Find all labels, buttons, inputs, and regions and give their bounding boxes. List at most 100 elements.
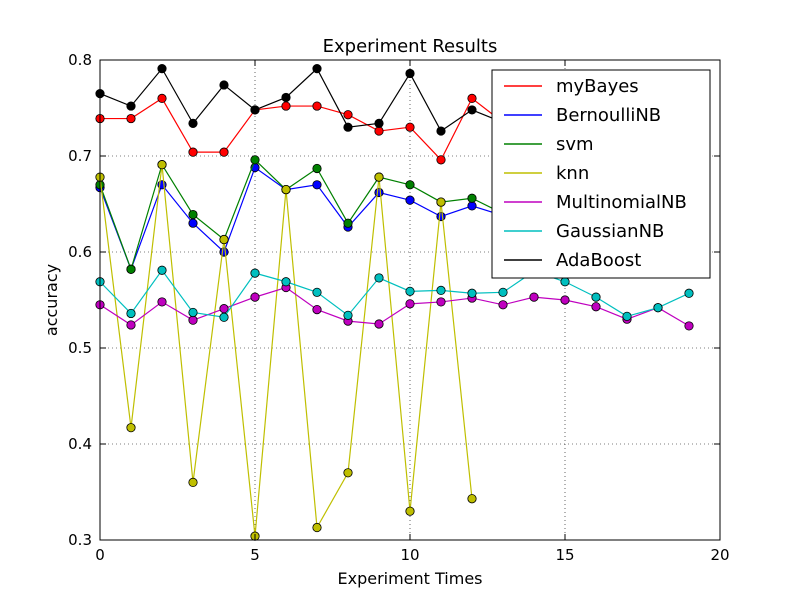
legend-box [491, 69, 711, 279]
data-point-multinomialnb [405, 299, 415, 309]
data-point-gaussiannb [219, 312, 229, 322]
legend-label: GaussianNB [556, 221, 664, 242]
data-point-adaboost [219, 80, 229, 90]
data-point-gaussiannb [126, 308, 136, 319]
data-point-knn [405, 506, 415, 516]
x-tick-label: 5 [250, 546, 260, 564]
data-point-gaussiannb [591, 292, 601, 302]
y-tick-label: 0.4 [68, 435, 92, 453]
data-point-mybayes [126, 113, 136, 124]
data-point-mybayes [405, 122, 415, 132]
series-multinomialnb [95, 282, 694, 331]
data-point-gaussiannb [250, 268, 260, 278]
data-point-bernoullinb [374, 187, 384, 198]
data-point-svm [467, 193, 477, 203]
series-knn [95, 160, 477, 541]
data-point-gaussiannb [281, 277, 291, 287]
data-point-multinomialnb [498, 300, 508, 310]
legend-label: BernoulliNB [556, 105, 661, 126]
series-line-bernoullinb [99, 166, 504, 271]
series-line-svm [99, 158, 504, 272]
series-line-mybayes [100, 97, 504, 161]
data-point-gaussiannb [684, 288, 694, 298]
data-point-knn [219, 234, 229, 245]
data-point-gaussiannb [560, 277, 570, 287]
data-point-knn [188, 477, 198, 487]
x-axis-label: Experiment Times [337, 569, 482, 588]
data-point-knn [436, 197, 446, 207]
y-tick-label: 0.3 [68, 531, 92, 549]
legend-label: myBayes [556, 76, 639, 97]
data-point-adaboost [281, 92, 291, 103]
x-tick-label: 20 [710, 546, 729, 564]
data-point-adaboost [126, 101, 136, 111]
data-point-multinomialnb [219, 304, 229, 314]
data-point-knn [157, 160, 167, 170]
data-point-mybayes [312, 101, 322, 111]
data-point-gaussiannb [467, 288, 477, 298]
y-axis-label: accuracy [42, 264, 61, 336]
data-point-gaussiannb [653, 303, 663, 313]
data-point-adaboost [374, 118, 384, 128]
data-point-adaboost [467, 105, 477, 115]
data-point-mybayes [467, 93, 477, 104]
data-point-knn [281, 185, 291, 195]
data-point-knn [343, 468, 353, 478]
data-point-multinomialnb [591, 302, 601, 312]
data-point-gaussiannb [374, 273, 384, 283]
data-point-multinomialnb [126, 320, 136, 330]
data-point-adaboost [312, 64, 322, 74]
data-point-gaussiannb [312, 287, 322, 297]
data-point-mybayes [157, 93, 167, 104]
data-point-adaboost [343, 122, 353, 132]
x-tick-label: 10 [400, 546, 419, 564]
data-point-mybayes [281, 101, 291, 111]
data-point-svm [405, 180, 415, 190]
series-line-adaboost [99, 67, 504, 132]
data-point-multinomialnb [529, 292, 539, 302]
data-point-knn [467, 494, 477, 504]
data-point-svm [250, 155, 260, 165]
series-line-multinomialnb [99, 286, 690, 327]
data-point-mybayes [188, 147, 198, 157]
series-group [95, 64, 694, 541]
data-point-adaboost [436, 126, 446, 136]
data-point-knn [312, 522, 322, 533]
legend-label: knn [556, 163, 589, 184]
legend-label: svm [556, 134, 594, 155]
data-point-bernoullinb [219, 247, 229, 257]
data-point-mybayes [374, 126, 384, 136]
data-point-multinomialnb [374, 319, 384, 329]
data-point-multinomialnb [560, 295, 570, 305]
data-point-adaboost [405, 68, 415, 79]
data-point-gaussiannb [343, 310, 353, 320]
x-tick-label: 0 [95, 546, 105, 564]
chart-title: Experiment Results [323, 36, 498, 57]
data-point-gaussiannb [436, 285, 446, 295]
y-tick-label: 0.6 [68, 243, 92, 261]
data-point-mybayes [343, 110, 353, 120]
data-point-svm [188, 209, 198, 220]
data-point-bernoullinb [436, 211, 446, 222]
data-point-gaussiannb [622, 311, 632, 321]
legend-label: MultinomialNB [556, 192, 687, 213]
data-point-adaboost [250, 105, 260, 115]
data-point-knn [126, 423, 136, 433]
data-point-multinomialnb [157, 297, 167, 307]
data-point-multinomialnb [312, 304, 322, 315]
data-point-multinomialnb [436, 297, 446, 307]
y-tick-label: 0.8 [68, 51, 92, 69]
data-point-mybayes [219, 147, 229, 157]
data-point-bernoullinb [188, 218, 198, 228]
y-tick-label: 0.5 [68, 339, 92, 357]
data-point-gaussiannb [498, 287, 508, 297]
series-line-gaussiannb [99, 269, 690, 318]
series-adaboost [95, 64, 508, 136]
data-point-adaboost [157, 64, 167, 74]
legend: myBayes BernoulliNB svm knn MultinomialNB Gau… [491, 69, 711, 279]
y-tick-label: 0.7 [68, 147, 92, 165]
data-point-multinomialnb [684, 321, 694, 331]
data-point-svm [343, 218, 353, 228]
data-point-bernoullinb [312, 180, 322, 190]
